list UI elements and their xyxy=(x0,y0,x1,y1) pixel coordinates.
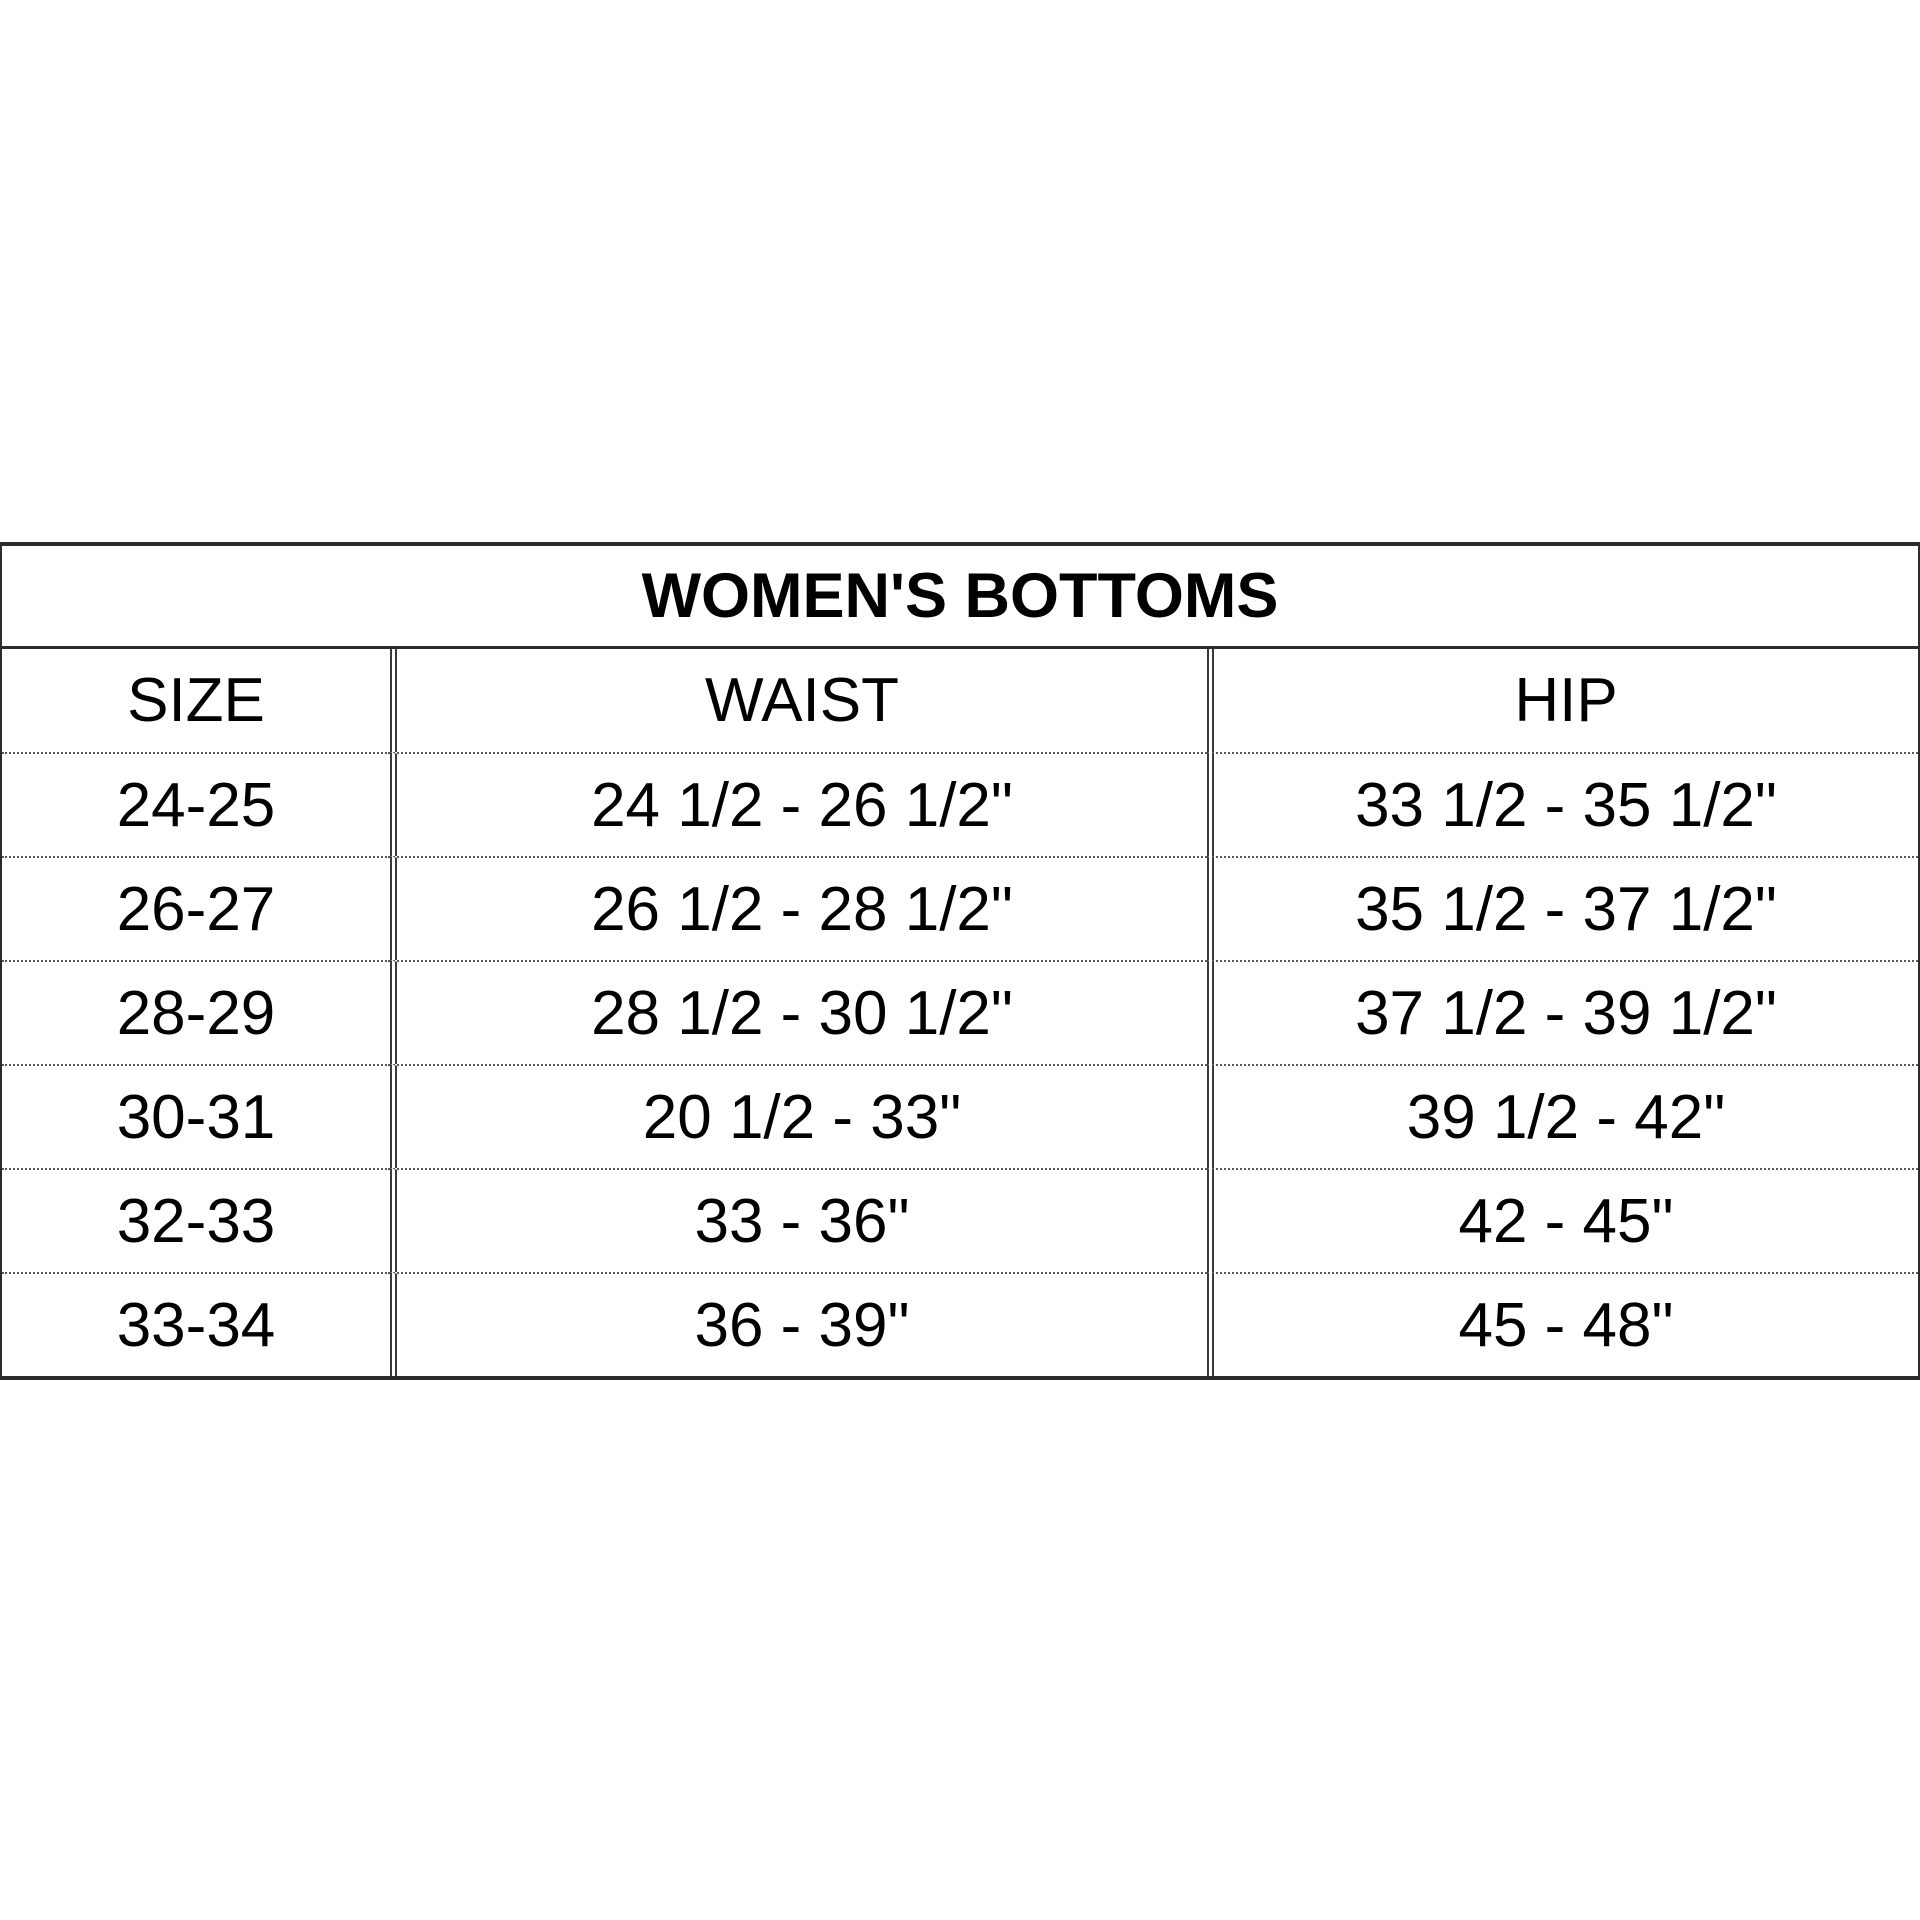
waist-cell: 36 - 39" xyxy=(390,1272,1207,1376)
size-cell: 24-25 xyxy=(2,752,390,856)
column-header-size: SIZE xyxy=(127,666,265,735)
size-chart-table: WOMEN'S BOTTOMS SIZE WAIST HIP 24-25 24 … xyxy=(0,542,1920,1380)
hip-cell: 35 1/2 - 37 1/2" xyxy=(1207,856,1918,960)
waist-cell: 33 - 36" xyxy=(390,1168,1207,1272)
column-header-hip: HIP xyxy=(1207,649,1918,752)
hip-cell: 39 1/2 - 42" xyxy=(1207,1064,1918,1168)
size-cell: 30-31 xyxy=(2,1064,390,1168)
table-title: WOMEN'S BOTTOMS xyxy=(2,546,1918,649)
size-cell: 32-33 xyxy=(2,1168,390,1272)
size-cell: 26-27 xyxy=(2,856,390,960)
waist-cell: 20 1/2 - 33" xyxy=(390,1064,1207,1168)
size-cell: 33-34 xyxy=(2,1272,390,1376)
hip-cell: 45 - 48" xyxy=(1207,1272,1918,1376)
waist-cell: 26 1/2 - 28 1/2" xyxy=(390,856,1207,960)
column-header-waist: WAIST xyxy=(390,649,1207,752)
hip-cell: 37 1/2 - 39 1/2" xyxy=(1207,960,1918,1064)
waist-cell: 28 1/2 - 30 1/2" xyxy=(390,960,1207,1064)
waist-cell: 24 1/2 - 26 1/2" xyxy=(390,752,1207,856)
hip-cell: 42 - 45" xyxy=(1207,1168,1918,1272)
hip-cell: 33 1/2 - 35 1/2" xyxy=(1207,752,1918,856)
size-cell: 28-29 xyxy=(2,960,390,1064)
